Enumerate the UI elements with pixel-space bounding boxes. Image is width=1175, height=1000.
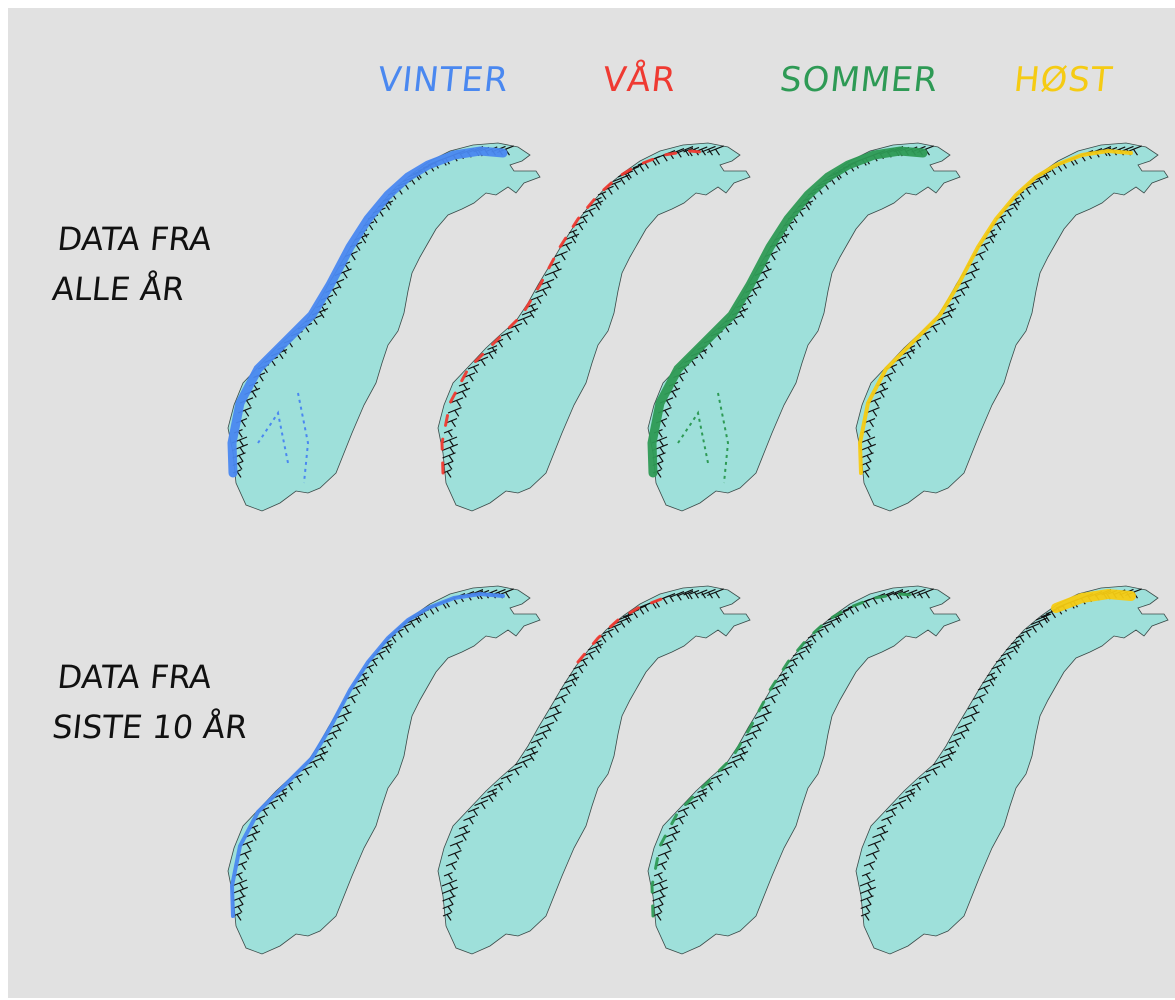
observation-coverage (227, 146, 508, 484)
season-label-sommer: SOMMER (777, 60, 941, 100)
norway-landmass (855, 585, 1169, 955)
observation-coverage (650, 592, 925, 918)
norway-landmass (437, 585, 751, 955)
norway-map-host-all-years (855, 142, 1169, 512)
row-label-line: DATA FRA (55, 220, 214, 258)
observation-coverage (1051, 588, 1136, 613)
figure-canvas: VINTER VÅR SOMMER HØST DATA FRA ALLE ÅR … (8, 8, 1175, 998)
row-label-line: ALLE ÅR (50, 270, 187, 308)
norway-landmass (437, 142, 751, 512)
season-label-vinter: VINTER (375, 60, 511, 100)
coastline-fjords (441, 145, 724, 478)
observation-coverage (229, 591, 505, 918)
row-label-all-years: DATA FRA ALLE ÅR (50, 214, 214, 314)
observation-coverage (440, 149, 715, 475)
observation-coverage (576, 596, 666, 664)
norway-map-var-all-years (437, 142, 751, 512)
norway-landmass (647, 585, 961, 955)
norway-map-sommer-last-10-years (647, 585, 961, 955)
season-label-var: VÅR (600, 60, 679, 100)
norway-map-var-last-10-years (437, 585, 751, 955)
season-label-host: HØST (1011, 60, 1115, 100)
norway-map-sommer-all-years (647, 142, 961, 512)
norway-map-vinter-all-years (227, 142, 541, 512)
norway-map-host-last-10-years (855, 585, 1169, 955)
observation-coverage (857, 148, 1133, 475)
norway-map-vinter-last-10-years (227, 585, 541, 955)
observation-coverage (647, 146, 928, 484)
